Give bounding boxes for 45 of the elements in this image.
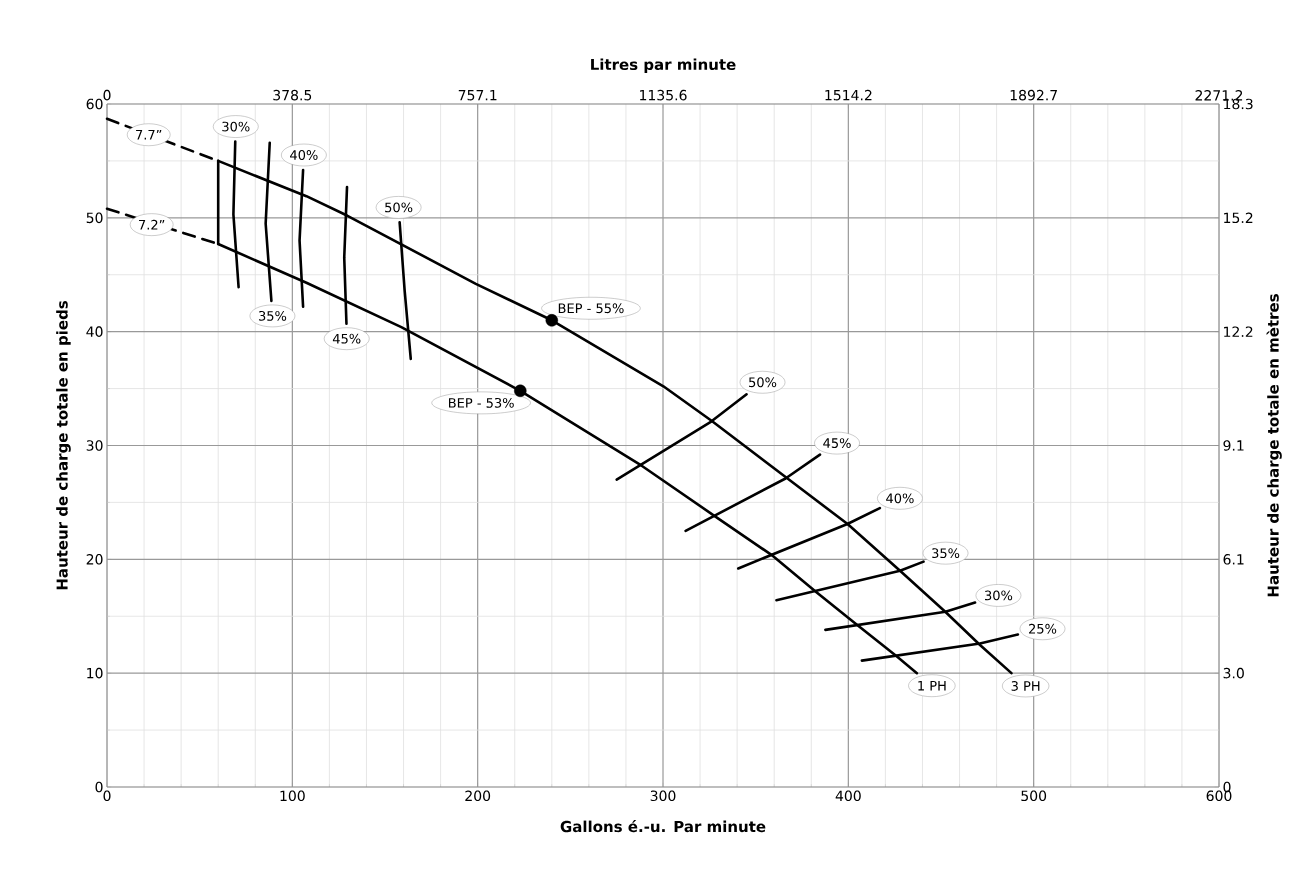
y2-tick-label: 12.2 <box>1224 326 1253 337</box>
annotation: 45% <box>823 438 851 449</box>
y2-tick-label: 6.1 <box>1223 554 1244 565</box>
y2-tick-label: 15.2 <box>1224 212 1253 224</box>
y-tick-label: 40 <box>86 326 103 337</box>
annotation: 3 PH <box>1011 681 1040 691</box>
x-tick-label: 400 <box>835 790 861 802</box>
x-tick-label: 100 <box>280 790 305 802</box>
annotation: 30% <box>985 590 1013 601</box>
x-tick-label: 200 <box>465 790 491 802</box>
y-tick-label: 20 <box>86 554 103 565</box>
annotation: 1 PH <box>918 680 946 691</box>
annotation: 7.7” <box>136 129 162 140</box>
x2-tick-label: 757.1 <box>458 90 497 101</box>
y-tick-label: 60 <box>86 98 103 110</box>
annotation: BEP - 53% <box>449 397 514 408</box>
x2-tick-label: 1514.2 <box>825 89 872 101</box>
annotation: BEP - 55% <box>558 303 624 314</box>
x-tick-label: 300 <box>650 790 676 802</box>
annotation: 7.2” <box>139 219 165 230</box>
y-tick-label: 10 <box>87 667 103 679</box>
x-tick-label: 500 <box>1021 790 1047 802</box>
annotation: 35% <box>932 548 960 559</box>
x2-tick-label: 378.5 <box>273 89 312 101</box>
annotation: 40% <box>886 493 914 504</box>
annotation: 30% <box>222 121 250 132</box>
annotation: 35% <box>258 311 287 321</box>
x2-axis-title: Litres par minute <box>591 58 736 73</box>
y-axis-title: Hauteur de charge totale en pieds <box>56 300 71 590</box>
annotation: 50% <box>749 377 777 388</box>
y2-tick-label: 9.1 <box>1223 440 1244 451</box>
annotation: 50% <box>385 202 413 213</box>
annotation: 25% <box>1029 623 1057 634</box>
x2-tick-label: 1135.6 <box>640 89 687 101</box>
annotation: 40% <box>290 150 318 160</box>
x2-tick-label: 1892.7 <box>1010 89 1057 101</box>
y-tick-label: 30 <box>86 440 103 451</box>
x2-tick-label: 0 <box>103 89 111 101</box>
y-tick-label: 0 <box>95 781 103 793</box>
y2-tick-label: 3.0 <box>1223 667 1244 679</box>
y2-axis-title: Hauteur de charge totale en mètres <box>1266 294 1282 597</box>
x-tick-label: 0 <box>103 790 111 802</box>
x-axis-title: Gallons é.-u. Par minute <box>560 819 766 833</box>
annotation: 45% <box>332 333 361 344</box>
y-tick-label: 50 <box>86 212 103 224</box>
